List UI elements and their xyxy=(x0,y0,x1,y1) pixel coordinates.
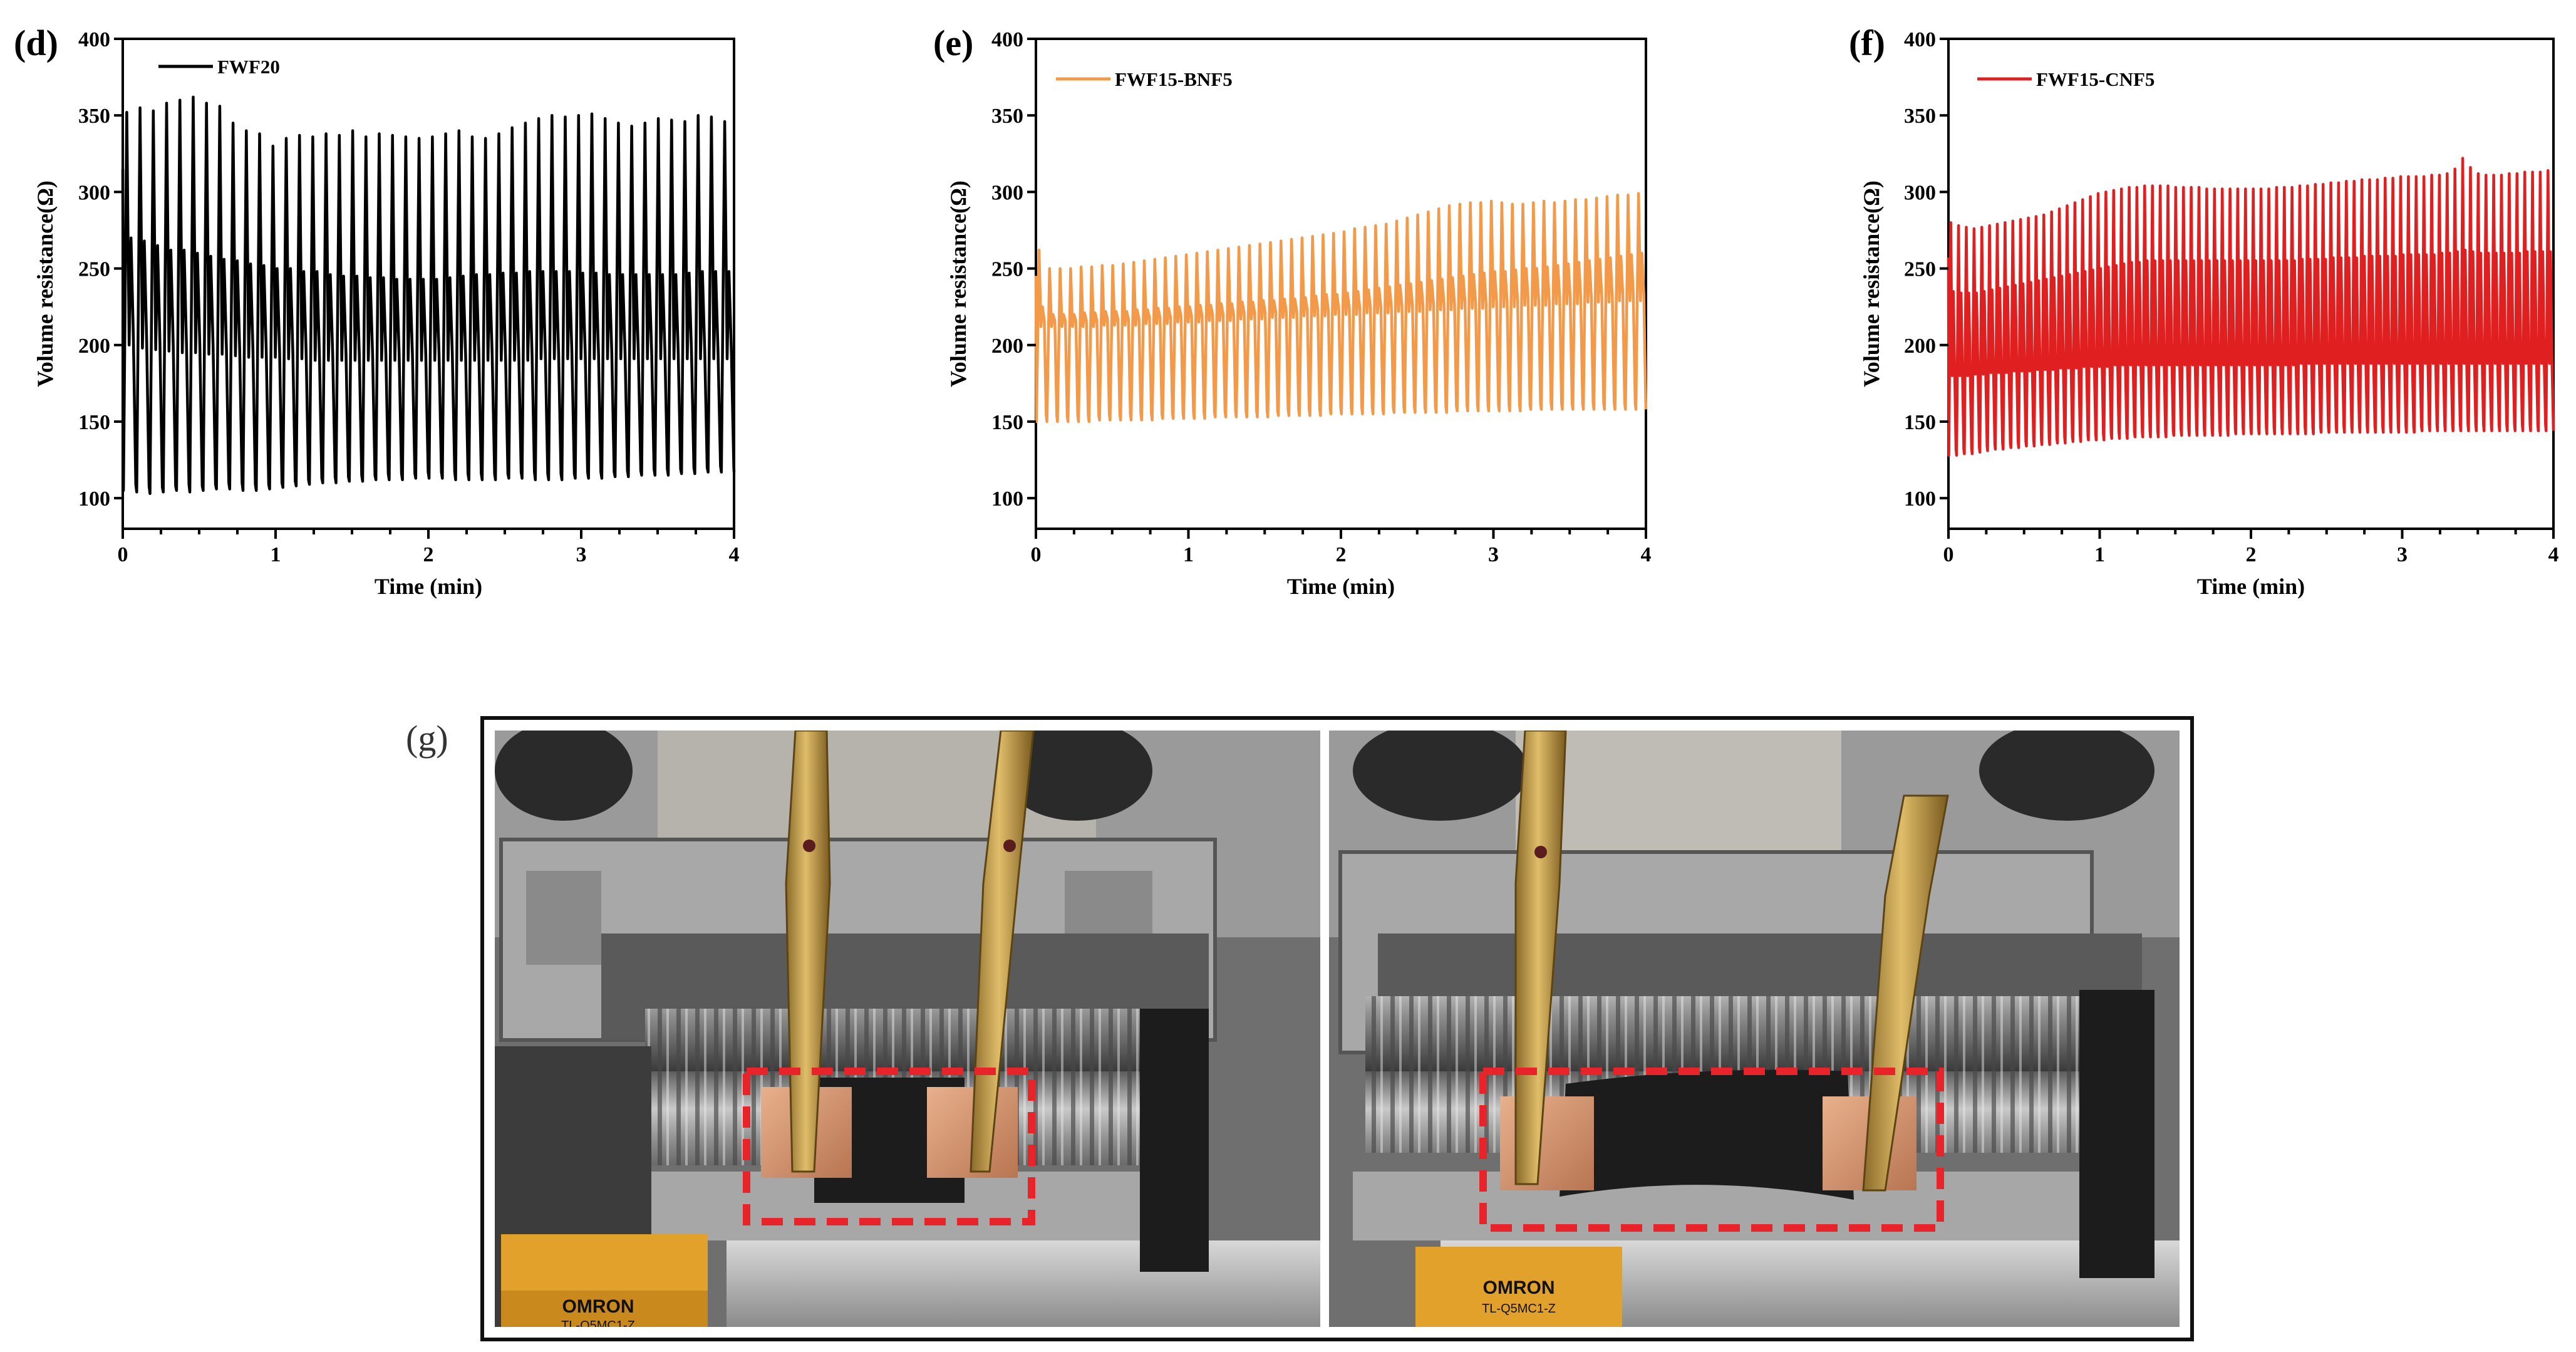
y-axis: 100 150 200 250 300 350 400 xyxy=(991,28,1036,511)
x-tick-label: 3 xyxy=(576,543,587,566)
y-tick-label: 200 xyxy=(1904,335,1936,358)
series-lines xyxy=(1947,157,2555,457)
chart-panel-f: (f) 100 150 200 250 300 350 400 0 1 2 3 4 Time (mi… xyxy=(1849,23,2559,599)
highlight-box-left xyxy=(743,1068,1035,1225)
sensor-brand: OMRON xyxy=(562,1296,634,1317)
x-axis: 0 1 2 3 4 xyxy=(1943,529,2559,566)
series-lines xyxy=(1034,192,1648,424)
legend-label: FWF15-CNF5 xyxy=(2036,68,2154,90)
y-tick-label: 300 xyxy=(991,181,1023,204)
alligator-clip-right xyxy=(970,731,1035,1173)
x-tick-label: 2 xyxy=(2246,543,2257,566)
x-axis-title: Time (min) xyxy=(2197,574,2305,599)
y-axis: 100 150 200 250 300 350 400 xyxy=(78,28,123,511)
y-tick-label: 250 xyxy=(991,258,1023,281)
x-tick-label: 4 xyxy=(729,543,740,566)
panel-label: (d) xyxy=(14,23,58,63)
series-lines xyxy=(121,95,736,496)
y-tick-label: 200 xyxy=(991,335,1023,358)
photo-panel-g: (g) OMRON TL-Q5MC1-Z xyxy=(406,716,2194,1341)
plot-area: 100 150 200 250 300 350 400 0 1 2 3 4 xyxy=(1904,28,2559,566)
x-axis: 0 1 2 3 4 xyxy=(118,529,740,566)
panel-label: (e) xyxy=(933,23,973,63)
photo-left: OMRON TL-Q5MC1-Z xyxy=(495,731,1320,1333)
plot-area: 100 150 200 250 300 350 400 0 1 2 3 4 xyxy=(78,28,740,566)
x-tick-label: 3 xyxy=(2397,543,2408,566)
legend-label: FWF20 xyxy=(217,56,280,78)
x-tick-label: 0 xyxy=(1031,543,1042,566)
y-tick-label: 400 xyxy=(991,28,1023,51)
sensor-brand: OMRON xyxy=(1483,1277,1555,1298)
sensor-model: TL-Q5MC1-Z xyxy=(561,1319,635,1333)
y-tick-label: 200 xyxy=(78,335,110,358)
y-tick-label: 350 xyxy=(78,105,110,128)
panel-label: (f) xyxy=(1849,23,1885,63)
y-tick-label: 350 xyxy=(1904,105,1936,128)
y-axis-title: Volume resistance(Ω) xyxy=(33,180,58,387)
alligator-clip-right xyxy=(1862,794,1949,1192)
y-tick-label: 400 xyxy=(78,28,110,51)
y-tick-label: 150 xyxy=(78,411,110,434)
series-line xyxy=(1034,192,1648,424)
x-tick-label: 1 xyxy=(271,543,281,566)
y-tick-label: 100 xyxy=(78,487,110,511)
y-axis-title: Volume resistance(Ω) xyxy=(1859,180,1884,387)
chart-panel-e: (e) 100 150 200 250 300 350 400 0 1 2 3 4 Time (mi… xyxy=(933,23,1652,599)
photo-right: OMRON TL-Q5MC1-Z xyxy=(1329,731,2180,1327)
photo-divider xyxy=(1320,731,1329,1327)
series-line xyxy=(1947,157,2555,457)
x-axis: 0 1 2 3 4 xyxy=(1031,529,1652,566)
highlight-box-right xyxy=(1479,1068,1944,1232)
y-tick-label: 400 xyxy=(1904,28,1936,51)
y-tick-label: 100 xyxy=(1904,487,1936,511)
copper-tab-left xyxy=(1500,1096,1594,1190)
chart-panel-d: (d) 100 150 200 250 300 350 400 0 1 2 3 4 Time (mi… xyxy=(14,23,740,599)
x-tick-label: 1 xyxy=(1183,543,1194,566)
legend: FWF15-CNF5 xyxy=(1977,68,2154,90)
sensor-body xyxy=(1415,1247,1622,1327)
y-tick-label: 350 xyxy=(991,105,1023,128)
legend: FWF15-BNF5 xyxy=(1056,68,1233,90)
sensor-model: TL-Q5MC1-Z xyxy=(1482,1302,1556,1316)
x-axis-title: Time (min) xyxy=(1287,574,1395,599)
panel-label: (g) xyxy=(406,718,448,759)
x-axis-title: Time (min) xyxy=(375,574,482,599)
x-tick-label: 2 xyxy=(1336,543,1347,566)
x-tick-label: 4 xyxy=(2548,543,2559,566)
y-axis: 100 150 200 250 300 350 400 xyxy=(1904,28,1948,511)
x-tick-label: 4 xyxy=(1641,543,1652,566)
y-tick-label: 150 xyxy=(991,411,1023,434)
y-tick-label: 250 xyxy=(78,258,110,281)
y-tick-label: 100 xyxy=(991,487,1023,511)
x-tick-label: 2 xyxy=(423,543,434,566)
series-line xyxy=(121,95,736,496)
x-tick-label: 0 xyxy=(118,543,128,566)
y-axis-title: Volume resistance(Ω) xyxy=(946,180,971,387)
x-tick-label: 0 xyxy=(1943,543,1954,566)
sample-strip xyxy=(1560,1069,1854,1200)
x-tick-label: 3 xyxy=(1488,543,1499,566)
y-tick-label: 250 xyxy=(1904,258,1936,281)
y-tick-label: 150 xyxy=(1904,411,1936,434)
y-tick-label: 300 xyxy=(1904,181,1936,204)
y-tick-label: 300 xyxy=(78,181,110,204)
x-tick-label: 1 xyxy=(2094,543,2105,566)
legend-label: FWF15-BNF5 xyxy=(1115,68,1233,90)
alligator-clip-left xyxy=(785,731,831,1173)
plot-area: 100 150 200 250 300 350 400 0 1 2 3 4 xyxy=(991,28,1652,566)
legend: FWF20 xyxy=(158,56,280,78)
